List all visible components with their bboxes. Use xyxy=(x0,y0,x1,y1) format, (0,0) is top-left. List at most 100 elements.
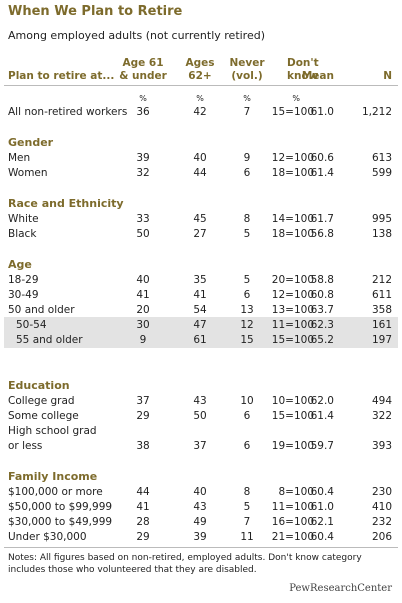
row-label: $30,000 to $49,999 xyxy=(8,516,113,528)
cell: 41 xyxy=(136,289,150,301)
cell: 40 xyxy=(193,152,207,164)
cell: 27 xyxy=(193,228,207,240)
unit-label: % xyxy=(243,94,251,103)
cell: 41 xyxy=(193,289,207,301)
note: includes those who volunteered that they… xyxy=(8,565,257,575)
group-heading: Gender xyxy=(8,136,54,149)
column-header: 62+ xyxy=(188,70,212,82)
cell: 15 xyxy=(240,334,254,346)
row-label: Men xyxy=(8,152,31,164)
cell: 16=100 xyxy=(271,516,314,528)
cell: 613 xyxy=(371,152,392,164)
group-heading: Race and Ethnicity xyxy=(8,197,124,210)
row-label: College grad xyxy=(8,395,75,407)
cell: 9 xyxy=(243,152,251,164)
cell: 212 xyxy=(371,274,392,286)
cell: 11=100 xyxy=(271,319,314,331)
row-label: 55 and older xyxy=(16,334,83,346)
cell: 47 xyxy=(193,319,207,331)
cell: 1,212 xyxy=(361,106,392,118)
cell: 138 xyxy=(371,228,392,240)
note: Notes: All figures based on non-retired,… xyxy=(8,553,362,563)
row-label: Under $30,000 xyxy=(8,531,87,543)
cell: 62.0 xyxy=(310,395,334,407)
cell: 45 xyxy=(193,213,207,225)
cell: 9 xyxy=(139,334,147,346)
cell: 60.4 xyxy=(310,486,334,498)
cell: 161 xyxy=(371,319,392,331)
cell: 38 xyxy=(136,440,150,452)
group-heading: Family Income xyxy=(8,470,98,483)
cell: 5 xyxy=(243,228,251,240)
cell: 11 xyxy=(240,531,254,543)
column-header: N xyxy=(383,70,392,82)
cell: 63.7 xyxy=(310,304,334,316)
cell: 35 xyxy=(193,274,207,286)
column-header: & under xyxy=(119,70,167,82)
column-header: know xyxy=(287,70,319,82)
cell: 29 xyxy=(136,531,150,543)
cell: 12=100 xyxy=(271,152,314,164)
cell: 43 xyxy=(193,395,207,407)
cell: 7 xyxy=(243,106,251,118)
cell: 611 xyxy=(371,289,392,301)
row-label: 30-49 xyxy=(8,289,39,301)
row-label: 18-29 xyxy=(8,274,39,286)
cell: 197 xyxy=(371,334,392,346)
unit-label: % xyxy=(292,94,300,103)
cell: 13 xyxy=(240,304,254,316)
cell: 18=100 xyxy=(271,228,314,240)
cell: 995 xyxy=(371,213,392,225)
unit-label: % xyxy=(196,94,204,103)
cell: 61 xyxy=(193,334,207,346)
cell: 8 xyxy=(243,213,251,225)
cell: 62.1 xyxy=(310,516,334,528)
cell: 29 xyxy=(136,410,150,422)
cell: 43 xyxy=(193,501,207,513)
footer-rule xyxy=(4,547,398,548)
cell: 5 xyxy=(243,501,251,513)
cell: 37 xyxy=(136,395,150,407)
cell: 599 xyxy=(371,167,392,179)
group-heading: Age xyxy=(8,258,32,271)
column-header: Plan to retire at... xyxy=(8,70,115,82)
cell: 11=100 xyxy=(271,501,314,513)
cell: 5 xyxy=(243,274,251,286)
row-shade xyxy=(4,332,398,348)
row-label: 50-54 xyxy=(16,319,47,331)
cell: 206 xyxy=(371,531,392,543)
cell: 61.4 xyxy=(310,410,334,422)
cell: 62.3 xyxy=(310,319,334,331)
cell: 10 xyxy=(240,395,254,407)
column-header: Mean xyxy=(301,70,334,82)
row-label: Some college xyxy=(8,410,79,422)
cell: 18=100 xyxy=(271,167,314,179)
cell: 19=100 xyxy=(271,440,314,452)
row-label: or less xyxy=(8,440,43,452)
cell: 15=100 xyxy=(271,106,314,118)
cell: 410 xyxy=(371,501,392,513)
row-label: 50 and older xyxy=(8,304,75,316)
column-header: Never xyxy=(229,57,265,69)
row-label: Black xyxy=(8,228,37,240)
cell: 54 xyxy=(193,304,207,316)
cell: 393 xyxy=(371,440,392,452)
column-header: Don't xyxy=(287,57,319,69)
header-rule xyxy=(4,85,398,86)
cell: 494 xyxy=(371,395,392,407)
cell: 8 xyxy=(243,486,251,498)
cell: 65.2 xyxy=(310,334,334,346)
cell: 15=100 xyxy=(271,334,314,346)
cell: 20=100 xyxy=(271,274,314,286)
cell: 41 xyxy=(136,501,150,513)
cell: 8=100 xyxy=(278,486,314,498)
column-header: Ages xyxy=(185,57,215,69)
group-heading: Education xyxy=(8,379,70,392)
cell: 36 xyxy=(136,106,150,118)
cell: 59.7 xyxy=(310,440,334,452)
cell: 58.8 xyxy=(310,274,334,286)
cell: 44 xyxy=(193,167,207,179)
cell: 39 xyxy=(193,531,207,543)
column-header: Age 61 xyxy=(122,57,164,69)
